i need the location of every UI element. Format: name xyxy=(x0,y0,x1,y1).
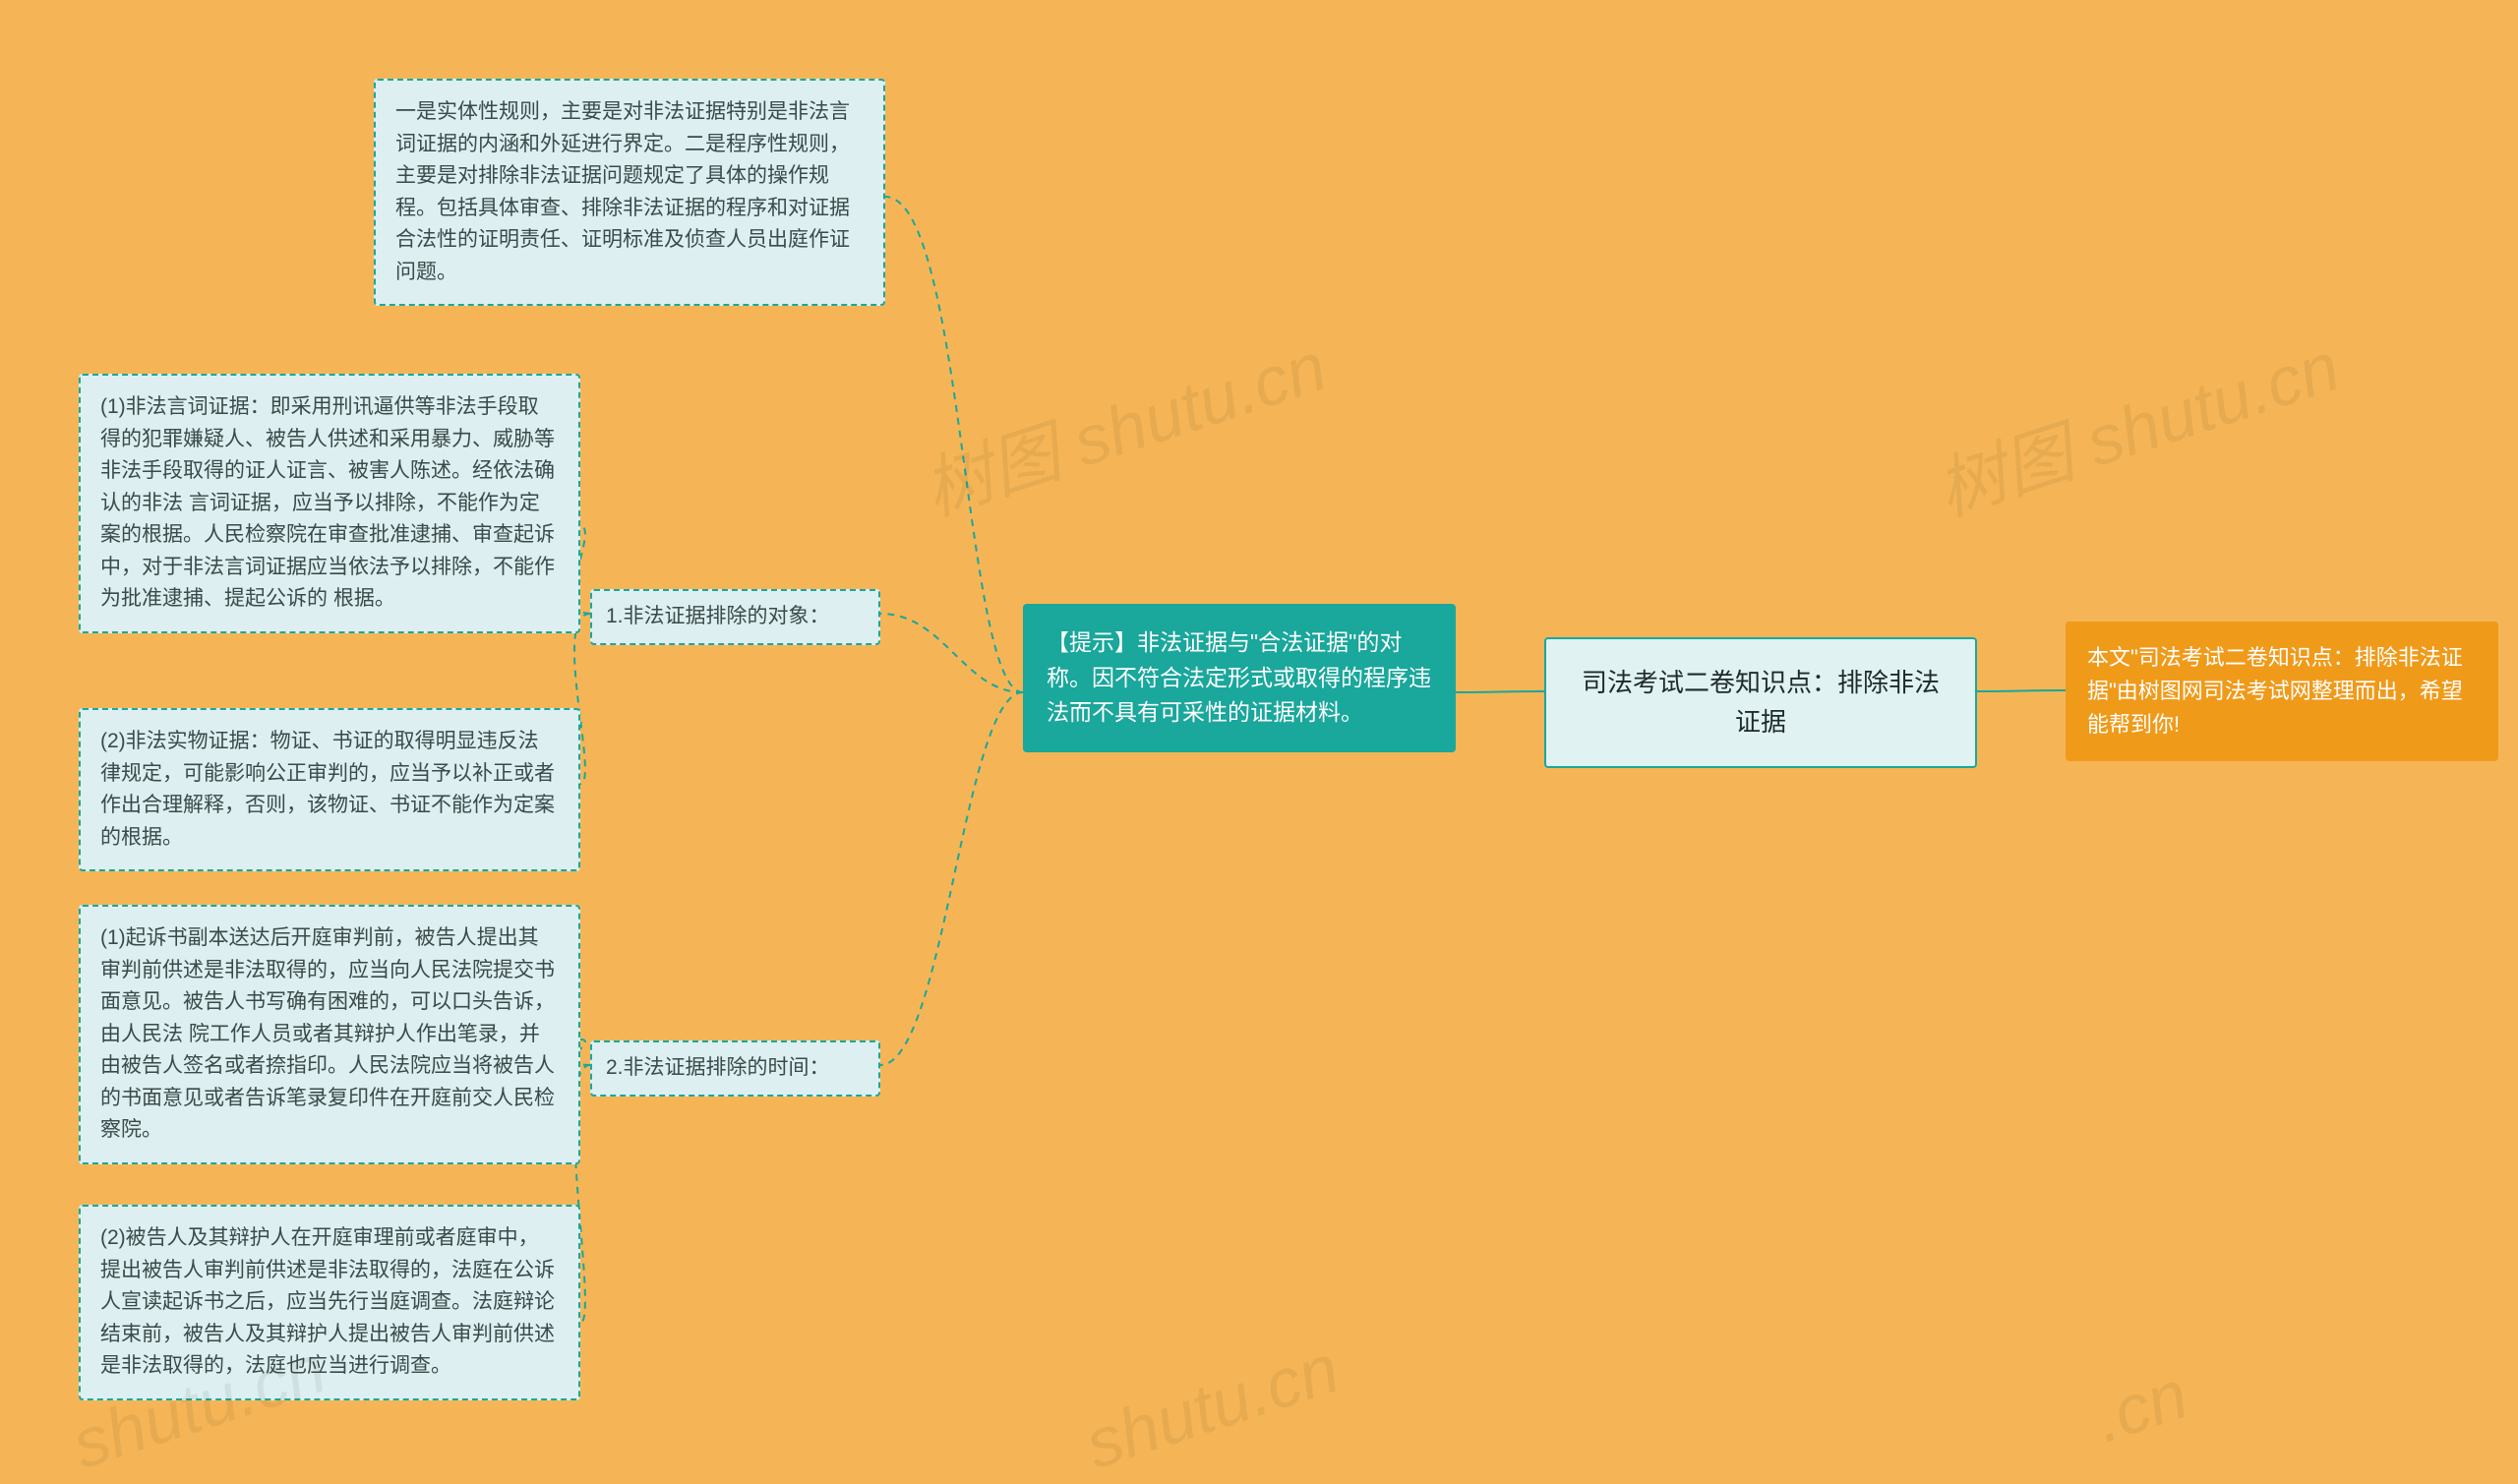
watermark: 树图 shutu.cn xyxy=(1923,312,2351,535)
leaf-node-2-2: (2)被告人及其辩护人在开庭审理前或者庭审中，提出被告人审判前供述是非法取得的，… xyxy=(79,1205,580,1400)
watermark: 树图 shutu.cn xyxy=(910,312,1338,535)
leaf-node-1-1: (1)非法言词证据：即采用刑讯逼供等非法手段取得的犯罪嫌疑人、被告人供述和采用暴… xyxy=(79,374,580,633)
leaf-1-2-text: (2)非法实物证据：物证、书证的取得明显违反法律规定，可能影响公正审判的，应当予… xyxy=(100,730,555,849)
connector xyxy=(1977,690,2066,691)
sub-1-text: 1.非法证据排除的对象： xyxy=(606,605,830,627)
note-text: 本文"司法考试二卷知识点：排除非法证据"由树图网司法考试网整理而出，希望能帮到你… xyxy=(2087,645,2463,737)
leaf-2-1-text: (1)起诉书副本送达后开庭审判前，被告人提出其审判前供述是非法取得的，应当向人民… xyxy=(100,926,555,1141)
connector xyxy=(880,692,1023,1065)
root-node: 司法考试二卷知识点：排除非法证据 xyxy=(1544,637,1977,768)
connector xyxy=(1456,691,1544,692)
leaf-2-2-text: (2)被告人及其辩护人在开庭审理前或者庭审中，提出被告人审判前供述是非法取得的，… xyxy=(100,1226,555,1377)
watermark: .cn xyxy=(2085,1355,2197,1458)
leaf-a-text: 一是实体性规则，主要是对非法证据特别是非法言词证据的内涵和外延进行界定。二是程序… xyxy=(395,100,850,283)
leaf-node-2-1: (1)起诉书副本送达后开庭审判前，被告人提出其审判前供述是非法取得的，应当向人民… xyxy=(79,905,580,1164)
sub-node-2: 2.非法证据排除的时间： xyxy=(590,1040,880,1097)
leaf-1-1-text: (1)非法言词证据：即采用刑讯逼供等非法手段取得的犯罪嫌疑人、被告人供述和采用暴… xyxy=(100,395,555,610)
main-node: 【提示】非法证据与"合法证据"的对称。因不符合法定形式或取得的程序违法而不具有可… xyxy=(1023,604,1456,752)
leaf-node-1-2: (2)非法实物证据：物证、书证的取得明显违反法律规定，可能影响公正审判的，应当予… xyxy=(79,708,580,871)
sub-node-1: 1.非法证据排除的对象： xyxy=(590,589,880,645)
note-node: 本文"司法考试二卷知识点：排除非法证据"由树图网司法考试网整理而出，希望能帮到你… xyxy=(2066,622,2498,761)
main-text: 【提示】非法证据与"合法证据"的对称。因不符合法定形式或取得的程序违法而不具有可… xyxy=(1047,629,1431,725)
sub-2-text: 2.非法证据排除的时间： xyxy=(606,1056,830,1079)
root-text: 司法考试二卷知识点：排除非法证据 xyxy=(1582,668,1940,737)
connector xyxy=(880,614,1023,692)
leaf-node-a: 一是实体性规则，主要是对非法证据特别是非法言词证据的内涵和外延进行界定。二是程序… xyxy=(374,79,885,306)
connector xyxy=(885,197,1023,692)
watermark: shutu.cn xyxy=(1076,1329,1348,1484)
